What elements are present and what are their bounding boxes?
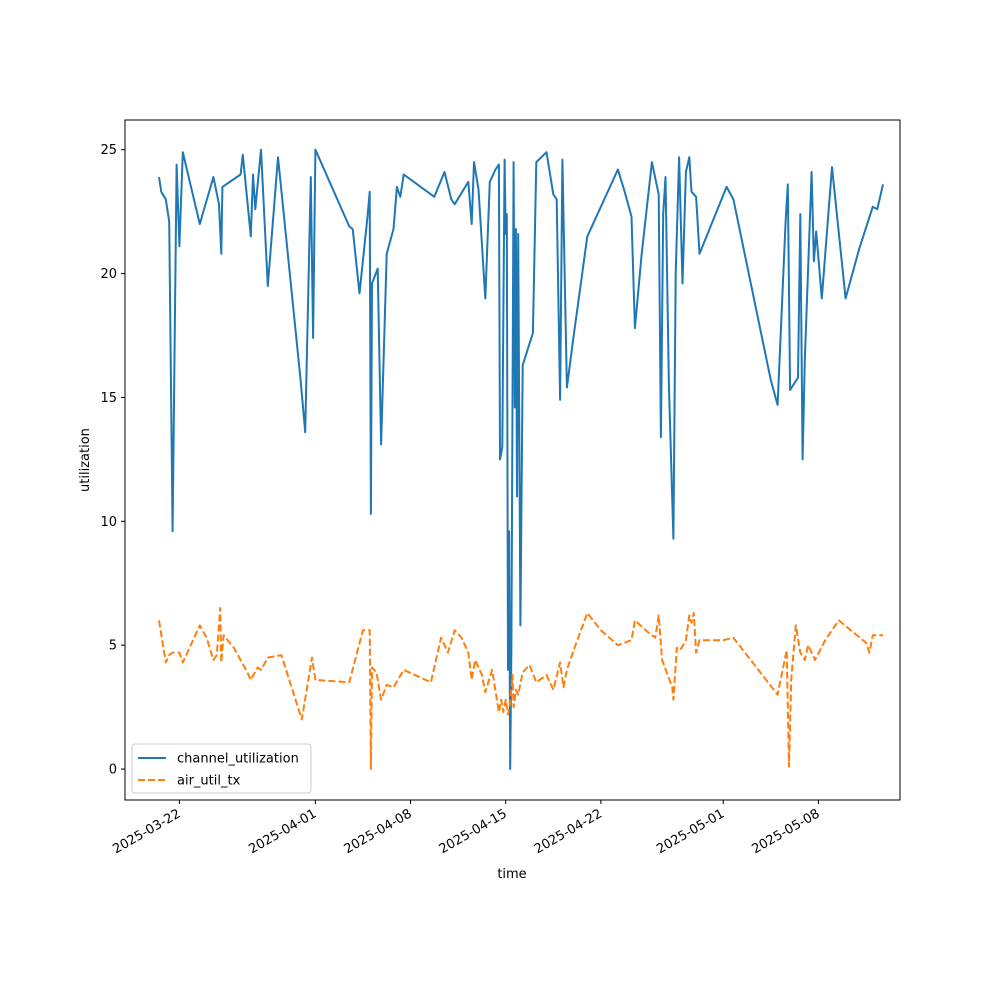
series-line-channel-utilization xyxy=(158,148,884,770)
y-tick-label: 0 xyxy=(109,763,117,778)
legend-label-air-util-tx: air_util_tx xyxy=(177,774,241,789)
axes-frame xyxy=(124,119,901,801)
plot-area xyxy=(158,148,884,770)
y-tick-label: 15 xyxy=(100,391,117,406)
x-axis-label: time xyxy=(497,867,526,882)
y-tick-label: 25 xyxy=(100,143,117,158)
y-axis-label: utilization xyxy=(78,428,93,492)
legend-box xyxy=(131,743,312,794)
y-tick-label: 20 xyxy=(100,267,117,282)
legend: channel_utilization air_util_tx xyxy=(131,743,312,794)
legend-label-channel-utilization: channel_utilization xyxy=(177,752,299,767)
y-tick-label: 5 xyxy=(109,639,117,654)
y-tick-label: 10 xyxy=(100,515,117,530)
series-line-air-util-tx xyxy=(158,607,883,770)
